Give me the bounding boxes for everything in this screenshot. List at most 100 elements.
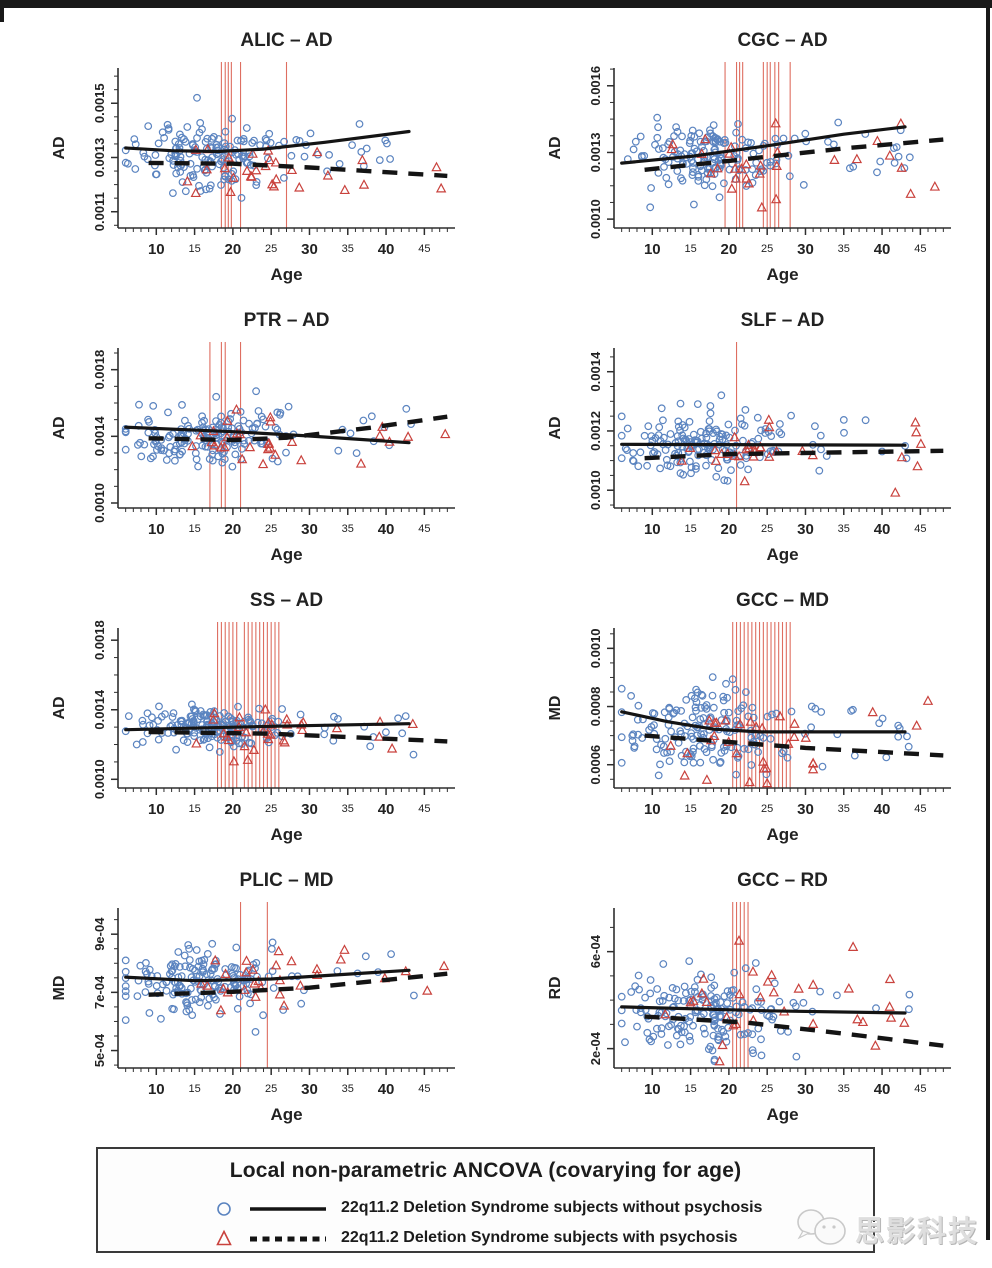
y-tick-label: 0.0014 xyxy=(588,351,603,392)
panel-svg-alic-ad: ALIC – AD 10 20 30 40 15 25 35 45 0.0011 0.0013 0.0… xyxy=(51,30,455,284)
legend-item-with-psychosis: 22q11.2 Deletion Syndrome subjects with … xyxy=(98,1227,873,1251)
y-tick-label: 0.0010 xyxy=(588,199,603,239)
svg-text:35: 35 xyxy=(838,523,850,535)
triangle-marker-icon xyxy=(216,1229,232,1246)
y-tick-label: 0.0018 xyxy=(92,620,107,660)
svg-text:15: 15 xyxy=(684,1083,696,1095)
svg-text:30: 30 xyxy=(301,1081,318,1098)
trend-solid-without-psychosis xyxy=(620,710,907,734)
watermark-logo-icon xyxy=(797,1209,846,1245)
svg-text:35: 35 xyxy=(342,243,354,255)
svg-text:45: 45 xyxy=(914,243,926,255)
svg-text:15: 15 xyxy=(188,523,200,535)
y-tick-label: 0.0006 xyxy=(588,745,603,785)
scatter-without-psychosis xyxy=(623,113,914,212)
x-axis-label: Age xyxy=(766,1105,798,1124)
svg-text:25: 25 xyxy=(265,523,277,535)
y-axis-label: AD xyxy=(51,696,68,719)
y-tick-label: 0.0015 xyxy=(92,83,107,123)
scatter-without-psychosis xyxy=(617,391,911,485)
y-axis-label: AD xyxy=(547,416,564,439)
svg-text:40: 40 xyxy=(378,1081,395,1098)
svg-text:25: 25 xyxy=(265,243,277,255)
right-border-bar xyxy=(986,0,990,1240)
subplot-gcc-rd: GCC – RD 10 20 30 40 15 25 35 45 2e-04 6e-04 RD Age xyxy=(496,854,992,1134)
solid-line-sample xyxy=(250,1207,326,1211)
svg-text:10: 10 xyxy=(148,521,165,538)
svg-text:35: 35 xyxy=(838,1083,850,1095)
panel-svg-gcc-rd: GCC – RD 10 20 30 40 15 25 35 45 2e-04 6e-04 RD Age xyxy=(547,870,951,1124)
y-tick-label: 0.0016 xyxy=(588,66,603,106)
trend-solid-without-psychosis xyxy=(124,968,411,983)
panel-title: GCC – MD xyxy=(736,590,829,611)
panel-title: CGC – AD xyxy=(737,30,827,51)
legend-box: Local non-parametric ANCOVA (covarying f… xyxy=(96,1147,875,1253)
scatter-with-psychosis xyxy=(187,403,451,469)
panel-svg-plic-md: PLIC – MD 10 20 30 40 15 25 35 45 5e-04 7e-04 9e-04… xyxy=(51,870,455,1124)
subplot-plic-md: PLIC – MD 10 20 30 40 15 25 35 45 5e-04 7e-04 9e-04… xyxy=(0,854,496,1134)
panel-svg-ss-ad: SS – AD 10 20 30 40 15 25 35 45 0.0010 0.0014 0.001… xyxy=(51,590,455,844)
subplot-slf-ad: SLF – AD 10 20 30 40 15 25 35 45 0.0010 0.0012 0.00… xyxy=(496,294,992,574)
subplot-grid: ALIC – AD 10 20 30 40 15 25 35 45 0.0011 0.0013 0.0… xyxy=(0,14,992,1134)
x-axis-label: Age xyxy=(270,825,302,844)
svg-text:10: 10 xyxy=(644,801,661,818)
scatter-without-psychosis xyxy=(121,700,418,759)
svg-text:25: 25 xyxy=(265,803,277,815)
svg-text:45: 45 xyxy=(418,803,430,815)
panel-title: SLF – AD xyxy=(741,310,825,331)
panel-title: ALIC – AD xyxy=(240,30,332,51)
x-axis-label: Age xyxy=(270,265,302,284)
svg-text:35: 35 xyxy=(342,1083,354,1095)
svg-text:45: 45 xyxy=(418,1083,430,1095)
svg-text:10: 10 xyxy=(148,801,165,818)
svg-text:30: 30 xyxy=(301,801,318,818)
y-axis-label: AD xyxy=(547,136,564,159)
svg-text:20: 20 xyxy=(225,521,242,538)
axes: 10 20 30 40 15 25 35 45 0.0010 0.0014 0.0018 xyxy=(92,620,455,818)
trend-solid-without-psychosis xyxy=(620,125,907,165)
scatter-with-psychosis xyxy=(660,935,910,1066)
y-tick-label: 5e-04 xyxy=(92,1033,107,1067)
svg-text:40: 40 xyxy=(874,521,891,538)
significance-vlines xyxy=(732,902,749,1068)
svg-text:20: 20 xyxy=(721,801,738,818)
svg-text:25: 25 xyxy=(761,523,773,535)
y-tick-label: 0.0010 xyxy=(588,470,603,510)
y-tick-label: 0.0012 xyxy=(588,411,603,451)
subplot-alic-ad: ALIC – AD 10 20 30 40 15 25 35 45 0.0011 0.0013 0.0… xyxy=(0,14,496,294)
scatter-without-psychosis xyxy=(121,93,395,202)
y-tick-label: 0.0018 xyxy=(92,350,107,390)
svg-text:20: 20 xyxy=(225,241,242,258)
y-tick-label: 9e-04 xyxy=(92,917,107,951)
axes: 10 20 30 40 15 25 35 45 2e-04 6e-04 xyxy=(588,908,951,1098)
scatter-with-psychosis xyxy=(182,143,447,198)
x-axis-label: Age xyxy=(270,1105,302,1124)
axes: 10 20 30 40 15 25 35 45 0.0010 0.0013 0.0016 xyxy=(588,66,951,258)
watermark-text: 思影科技 xyxy=(855,1216,980,1248)
svg-text:40: 40 xyxy=(874,1081,891,1098)
x-axis-label: Age xyxy=(766,545,798,564)
scatter-without-psychosis xyxy=(617,673,913,780)
svg-text:45: 45 xyxy=(914,1083,926,1095)
svg-text:25: 25 xyxy=(265,1083,277,1095)
x-axis-label: Age xyxy=(270,545,302,564)
legend-label-without-psychosis: 22q11.2 Deletion Syndrome subjects witho… xyxy=(341,1199,763,1216)
subplot-ss-ad: SS – AD 10 20 30 40 15 25 35 45 0.0010 0.0014 0.001… xyxy=(0,574,496,854)
y-axis-label: AD xyxy=(51,416,68,439)
trend-solid-without-psychosis xyxy=(620,1005,907,1015)
y-axis-label: MD xyxy=(51,976,68,1001)
svg-text:10: 10 xyxy=(148,241,165,258)
svg-text:10: 10 xyxy=(644,241,661,258)
svg-text:10: 10 xyxy=(148,1081,165,1098)
svg-text:35: 35 xyxy=(342,523,354,535)
svg-text:30: 30 xyxy=(301,521,318,538)
x-axis-label: Age xyxy=(766,265,798,284)
trend-dashed-with-psychosis xyxy=(148,729,448,744)
svg-text:35: 35 xyxy=(838,243,850,255)
scatter-with-psychosis xyxy=(665,695,934,788)
svg-text:30: 30 xyxy=(301,241,318,258)
scatter-with-psychosis xyxy=(676,414,927,497)
panel-svg-gcc-md: GCC – MD 10 20 30 40 15 25 35 45 0.0006 0.0008 0.00… xyxy=(547,590,951,844)
circle-marker-icon xyxy=(217,1202,231,1216)
svg-text:35: 35 xyxy=(342,803,354,815)
